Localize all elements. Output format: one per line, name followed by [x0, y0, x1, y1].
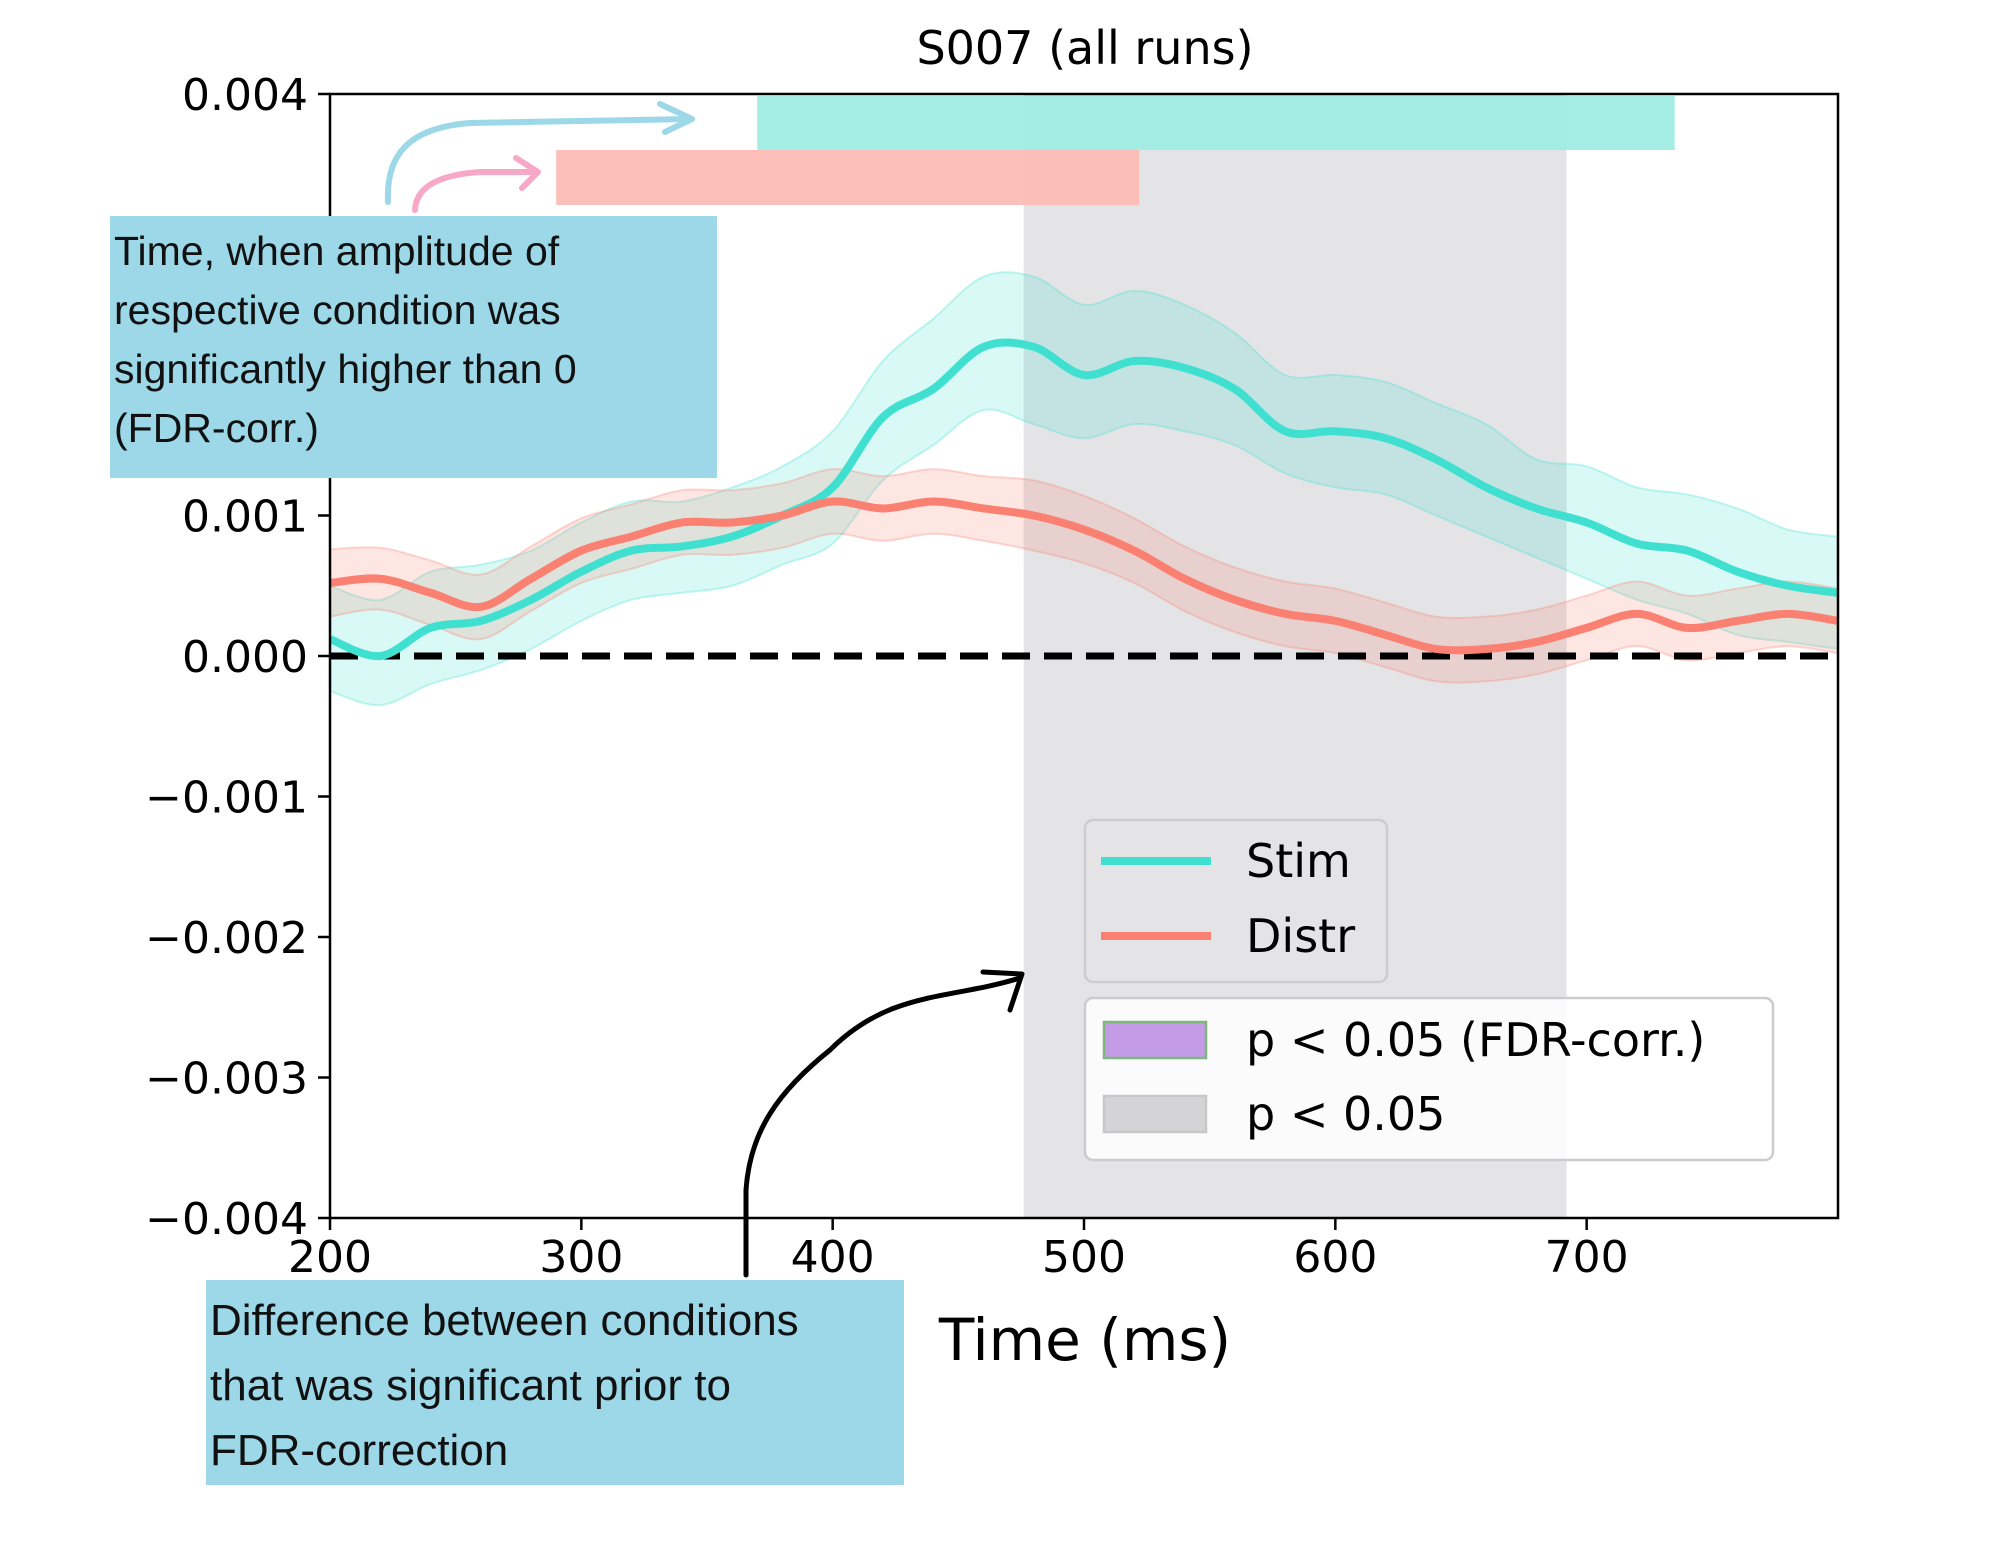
series-line-distr	[329, 497, 1839, 655]
x-tick-label: 500	[1042, 1232, 1126, 1283]
x-tick-label: 300	[539, 1232, 623, 1283]
pink-arrow	[412, 169, 540, 213]
y-tick-label: 0.001	[182, 492, 308, 543]
pink-arrowhead	[513, 155, 541, 191]
x-tick-label: 400	[791, 1232, 875, 1283]
legend-label: p < 0.05	[1246, 1087, 1445, 1141]
x-axis-label: Time (ms)	[938, 1306, 1231, 1374]
callout-line: significantly higher than 0	[114, 346, 577, 392]
y-tick-label: −0.003	[145, 1054, 308, 1105]
cyan-arrow	[384, 116, 693, 205]
callout-line: that was significant prior to	[210, 1361, 731, 1410]
y-tick-label: 0.004	[182, 70, 308, 121]
chart-title: S007 (all runs)	[916, 21, 1253, 75]
significance-bar-distr	[556, 150, 1140, 205]
legend-patch-swatch	[1102, 1020, 1208, 1060]
cyan-arrowhead	[657, 101, 695, 135]
callout-line: FDR-correction	[210, 1426, 509, 1475]
black-arrowhead	[980, 969, 1025, 1013]
significance-bar-stim	[757, 96, 1675, 150]
x-tick-label: 700	[1545, 1232, 1629, 1283]
series-line-stim	[328, 338, 1839, 661]
legend-label: p < 0.05 (FDR-corr.)	[1246, 1013, 1705, 1067]
difference-callout: Difference between conditions that was s…	[206, 1280, 904, 1485]
y-tick-label: −0.001	[145, 773, 308, 824]
legend-label: Stim	[1246, 834, 1351, 888]
significance-callout: Time, when amplitude of respective condi…	[110, 216, 717, 478]
y-tick-label: −0.002	[145, 913, 308, 964]
callout-line: Time, when amplitude of	[114, 228, 560, 274]
y-tick-label: −0.004	[145, 1194, 308, 1245]
callout-line: respective condition was	[114, 287, 561, 333]
legend-patch-swatch	[1102, 1094, 1208, 1134]
x-tick-label: 600	[1293, 1232, 1377, 1283]
legend-box-patches	[1083, 996, 1775, 1162]
callout-line: Difference between conditions	[210, 1296, 799, 1345]
callout-line: (FDR-corr.)	[114, 405, 319, 451]
black-arrow	[743, 975, 1023, 1278]
legend-label: Distr	[1246, 909, 1355, 963]
y-tick-label: 0.000	[182, 632, 308, 683]
x-tick-label: 200	[288, 1232, 372, 1283]
